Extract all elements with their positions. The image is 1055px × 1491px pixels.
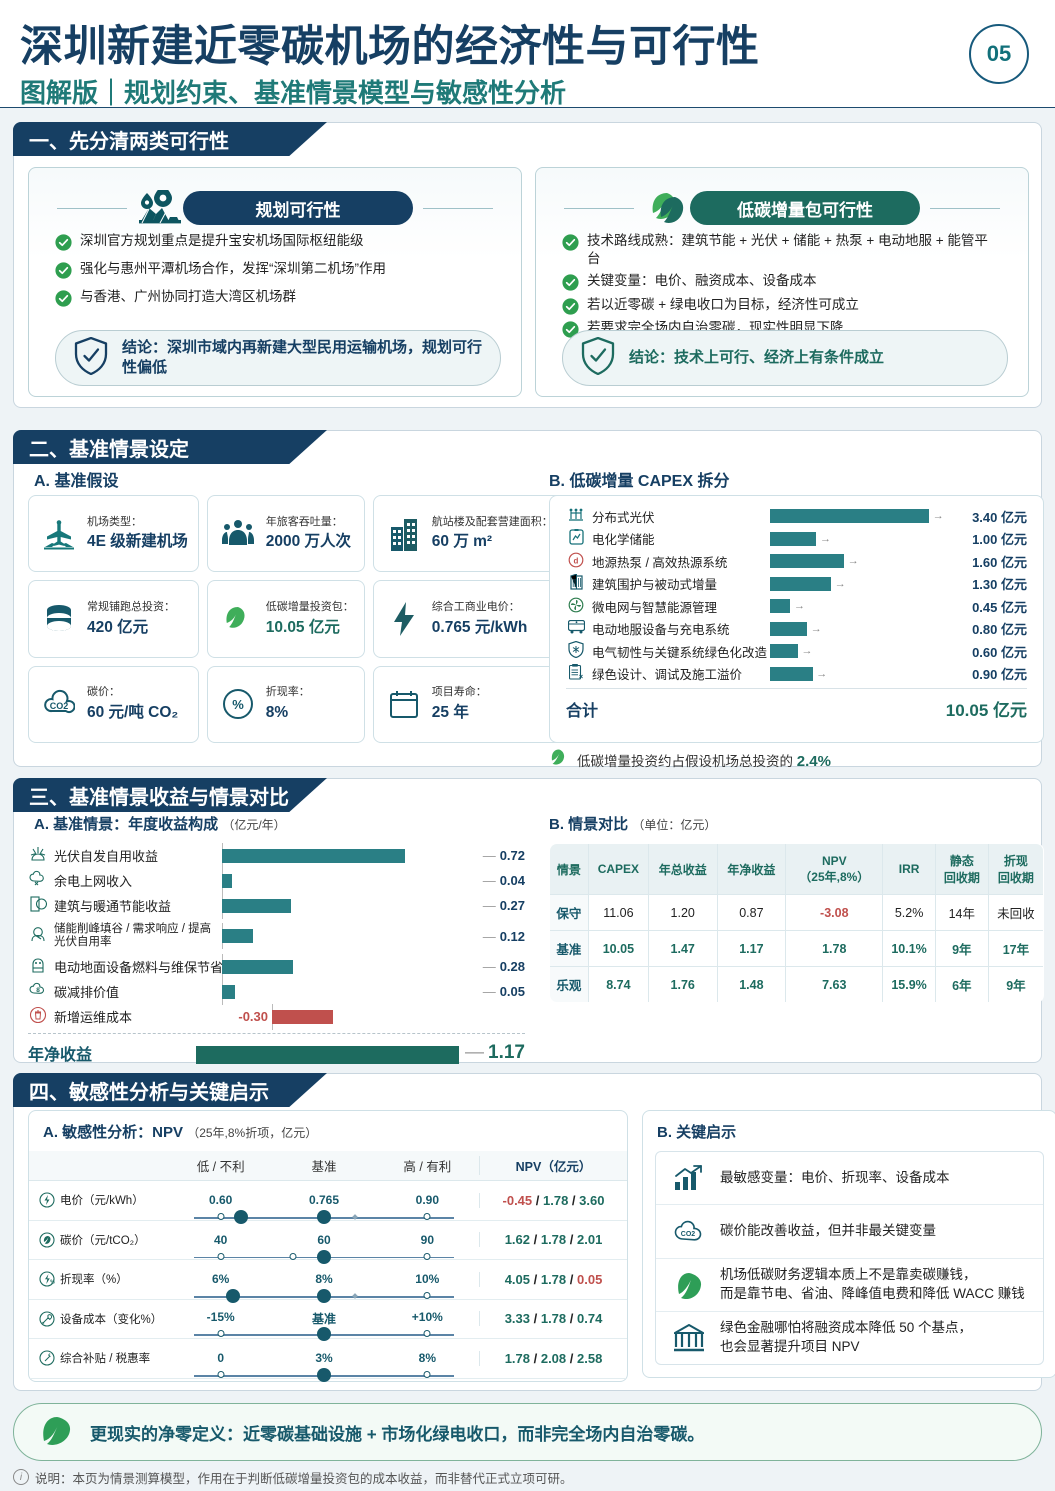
- svg-text:CO2: CO2: [50, 701, 69, 711]
- svg-text:8: 8: [36, 987, 40, 994]
- svg-text:d: d: [574, 556, 579, 565]
- svg-text:%: %: [50, 1280, 55, 1286]
- svg-text:%: %: [232, 697, 244, 712]
- svg-text:CO2: CO2: [681, 1231, 696, 1238]
